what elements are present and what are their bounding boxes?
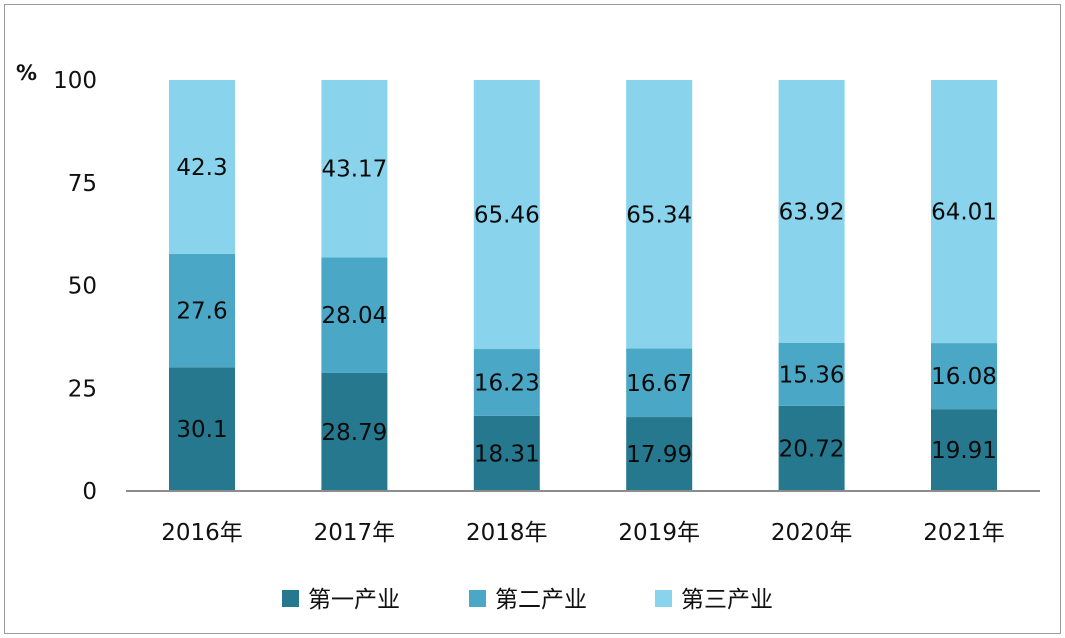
data-label: 16.67 bbox=[626, 371, 692, 397]
bar-segment-tertiary-industry bbox=[169, 80, 235, 254]
data-label: 28.79 bbox=[321, 420, 387, 446]
data-label: 65.34 bbox=[626, 202, 692, 228]
x-tick-label: 2021年 bbox=[923, 520, 1005, 546]
bar-segment-primary-industry bbox=[778, 405, 845, 491]
data-label: 27.6 bbox=[176, 299, 227, 325]
bar-segment-primary-industry bbox=[169, 367, 235, 491]
y-tick-label: 100 bbox=[53, 68, 97, 94]
x-axis-ticks: 2016年 2017年 2018年 2019年 2020年 2021年 bbox=[161, 520, 1005, 546]
bar-segment-primary-industry bbox=[931, 409, 997, 491]
y-tick-label: 0 bbox=[82, 479, 97, 505]
data-label: 20.72 bbox=[779, 436, 845, 462]
bar-segment-primary-industry bbox=[321, 372, 388, 491]
legend-label-tertiary-industry: 第三产业 bbox=[681, 587, 773, 613]
y-axis-ticks: 0 25 50 75 100 bbox=[53, 68, 97, 505]
x-tick-label: 2018年 bbox=[466, 520, 548, 546]
data-labels-group: 30.1 27.6 42.3 28.79 28.04 43.17 18.31 16.23 65.… bbox=[176, 155, 997, 468]
data-label: 43.17 bbox=[321, 157, 387, 183]
y-tick-label: 25 bbox=[68, 376, 97, 402]
data-label: 63.92 bbox=[779, 199, 845, 225]
legend-label-primary-industry: 第一产业 bbox=[308, 587, 400, 613]
data-label: 15.36 bbox=[779, 362, 845, 388]
data-label: 16.08 bbox=[931, 364, 997, 390]
legend-swatch-primary-industry bbox=[282, 590, 299, 607]
bar-segment-primary-industry bbox=[473, 415, 540, 491]
x-tick-label: 2017年 bbox=[314, 520, 396, 546]
bar-segment-tertiary-industry bbox=[778, 80, 845, 343]
data-label: 30.1 bbox=[176, 417, 227, 443]
data-label: 18.31 bbox=[474, 441, 540, 467]
bar-segment-secondary-industry bbox=[321, 257, 388, 373]
bar-segment-secondary-industry bbox=[626, 348, 693, 418]
legend: 第一产业 第二产业 第三产业 bbox=[282, 587, 773, 613]
bar-segment-tertiary-industry bbox=[321, 80, 388, 258]
y-tick-label: 75 bbox=[68, 171, 97, 197]
legend-label-secondary-industry: 第二产业 bbox=[495, 587, 587, 613]
bar-segment-primary-industry bbox=[626, 417, 693, 491]
data-label: 64.01 bbox=[931, 200, 997, 226]
data-label: 19.91 bbox=[931, 438, 997, 464]
bar-segment-secondary-industry bbox=[931, 343, 997, 410]
bar-segment-tertiary-industry bbox=[931, 80, 997, 344]
bar-segment-secondary-industry bbox=[778, 342, 845, 406]
bar-segment-secondary-industry bbox=[473, 349, 540, 416]
y-tick-label: 50 bbox=[68, 274, 97, 300]
data-label: 17.99 bbox=[626, 442, 692, 468]
data-label: 28.04 bbox=[321, 303, 387, 329]
x-tick-label: 2020年 bbox=[771, 520, 853, 546]
y-axis-unit-label: % bbox=[16, 61, 37, 85]
bar-segment-secondary-industry bbox=[169, 253, 235, 368]
data-label: 16.23 bbox=[474, 370, 540, 396]
bar-segment-tertiary-industry bbox=[473, 80, 540, 350]
bar-segment-tertiary-industry bbox=[626, 80, 693, 349]
x-tick-label: 2016年 bbox=[161, 520, 243, 546]
data-label: 65.46 bbox=[474, 203, 540, 229]
bar-series-group bbox=[169, 80, 997, 491]
legend-swatch-secondary-industry bbox=[469, 590, 486, 607]
x-tick-label: 2019年 bbox=[618, 520, 700, 546]
data-label: 42.3 bbox=[176, 155, 227, 181]
legend-swatch-tertiary-industry bbox=[655, 590, 672, 607]
